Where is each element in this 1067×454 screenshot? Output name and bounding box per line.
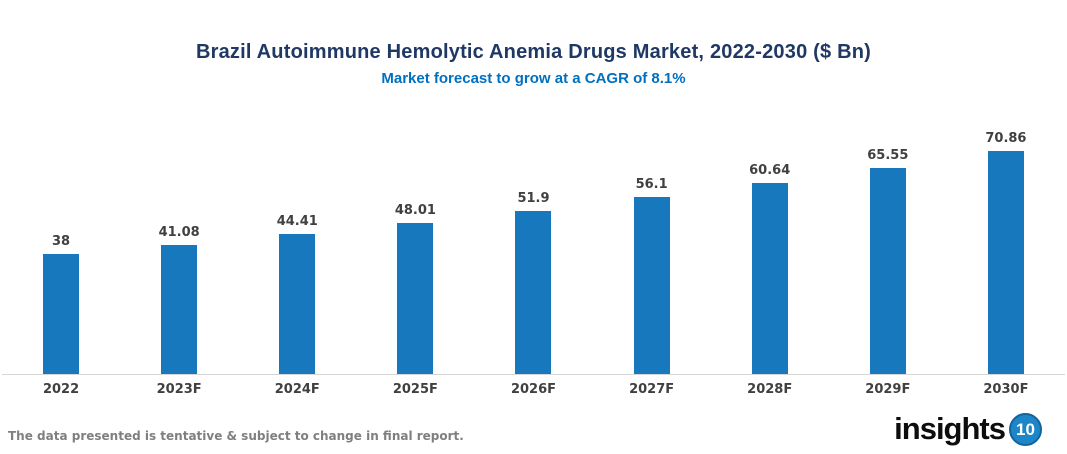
bar-value-label: 41.08	[158, 224, 200, 240]
bar-column: 38	[2, 122, 120, 374]
bar	[751, 183, 788, 374]
bar-value-label: 60.64	[749, 163, 791, 178]
bar-value-label: 48.01	[394, 202, 436, 218]
bar	[43, 254, 80, 374]
x-axis-label: 2025F	[392, 382, 438, 397]
x-axis-label: 2027F	[629, 382, 675, 397]
bar-value-label: 51.9	[517, 190, 550, 206]
bar	[869, 167, 906, 374]
chart-title: Brazil Autoimmune Hemolytic Anemia Drugs…	[195, 41, 872, 63]
disclaimer-text: The data presented is tentative & subjec…	[8, 429, 464, 443]
bar-column: 60.64	[711, 122, 829, 374]
x-axis-label: 2023F	[156, 382, 202, 397]
logo-text: insights	[894, 411, 1006, 446]
bar-chart: 38 41.08 44.41 48.01 51.9 56.1 60.64 65.55 70.86…	[2, 122, 1065, 397]
x-axis-label: 2026F	[510, 382, 557, 397]
bar	[279, 234, 316, 374]
bar	[161, 244, 198, 374]
bar-value-label: 65.55	[867, 147, 909, 163]
chart-subtitle: Market forecast to grow at a CAGR of 8.1…	[381, 70, 686, 87]
logo-badge-10: 10	[1009, 412, 1042, 446]
x-axis-label: 2028F	[747, 382, 793, 397]
bar-value-label: 44.41	[276, 214, 318, 230]
x-axis-label: 2029F	[865, 382, 911, 397]
bar-value-label: 38	[52, 234, 71, 250]
bar	[633, 197, 670, 374]
bar-value-label: 56.1	[635, 177, 668, 193]
bar-column: 65.55	[829, 122, 947, 374]
bar-column: 41.08	[120, 122, 238, 374]
x-axis-label: 2022	[42, 382, 80, 397]
bar-column: 51.9	[474, 122, 592, 374]
x-axis-label: 2024F	[274, 382, 320, 397]
bar-column: 56.1	[593, 122, 711, 374]
plot-area: 38 41.08 44.41 48.01 51.9 56.1 60.64 65.55 70.86	[2, 122, 1065, 375]
bar-column: 70.86	[947, 122, 1065, 374]
x-axis: 2022 2023F 2024F 2025F 2026F 2027F 2028F 2029F 2…	[2, 375, 1065, 397]
bar	[515, 210, 552, 374]
bar-value-label: 70.86	[985, 130, 1027, 146]
bar	[987, 150, 1024, 374]
insights10-logo: insights 10	[894, 411, 1042, 447]
bar-column: 48.01	[356, 122, 474, 374]
x-axis-label: 2030F	[983, 382, 1029, 397]
bar-column: 44.41	[238, 122, 356, 374]
bar	[397, 222, 434, 374]
